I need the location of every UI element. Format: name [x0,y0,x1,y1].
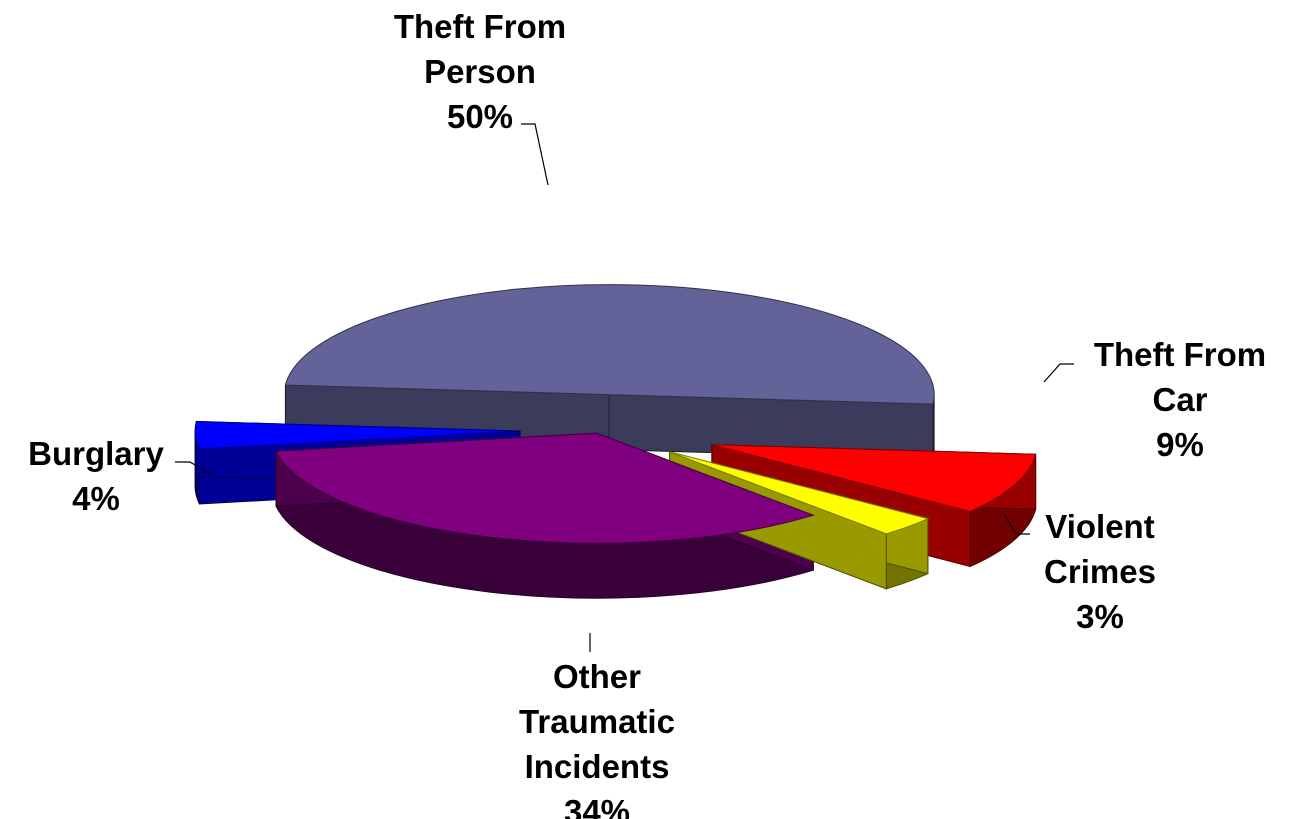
slice-label-line: Traumatic [519,703,675,740]
leader-lines [175,123,1074,652]
slice-violent-crimes [669,451,930,535]
slice-label-line: Violent [1045,508,1154,545]
slice-other-traumatic-incidents [275,432,815,544]
slice-label-line: Theft From [394,8,566,45]
slice-labels: Theft From Person 50% Theft From Car 9% Violen… [28,8,1266,819]
leader-line-violent-crimes [1003,513,1030,535]
slice-value-other-traumatic-incidents: 34% [564,793,630,819]
slice-label-line: Burglary [28,435,164,472]
slice-label-violent-crimes: Violent Crimes 3% [1044,508,1156,635]
slice-theft-from-car [711,444,1037,513]
slice-label-line: Theft From [1094,336,1266,373]
slice-label-other-traumatic-incidents: Other Traumatic Incidents 34% [519,658,675,819]
slice-value-theft-from-car: 9% [1156,426,1204,463]
pie-tops [194,284,1037,544]
slice-label-burglary: Burglary 4% [28,435,164,517]
slice-label-theft-from-person: Theft From Person 50% [394,8,566,135]
leader-line-theft-from-car [1043,363,1074,383]
leader-line-theft-from-person [521,123,549,186]
slice-burglary [194,420,521,450]
slice-value-burglary: 4% [72,480,120,517]
slice-label-line: Crimes [1044,553,1156,590]
leader-line-burglary [175,461,213,476]
slice-label-theft-from-car: Theft From Car 9% [1094,336,1266,463]
slice-label-line: Person [424,53,536,90]
slice-label-line: Incidents [525,748,670,785]
slice-value-theft-from-person: 50% [447,98,513,135]
slice-label-line: Other [553,658,641,695]
slice-theft-from-person [284,284,935,405]
slice-value-violent-crimes: 3% [1076,598,1124,635]
slice-label-line: Car [1152,381,1207,418]
